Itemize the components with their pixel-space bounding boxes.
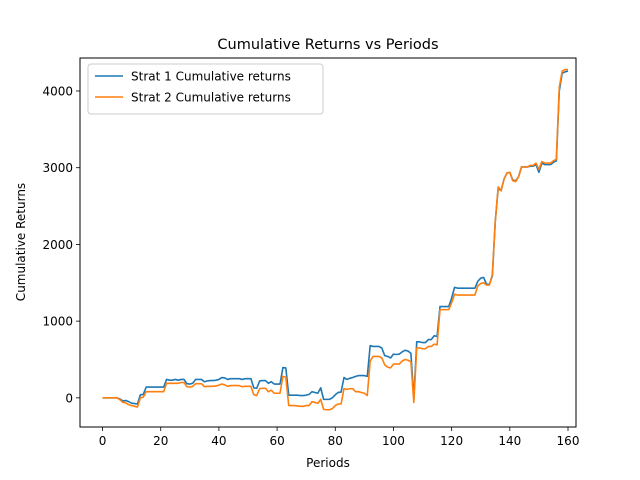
x-axis-ticks: 0 20 40 60 80 100 120 140 160 <box>99 427 580 448</box>
y-tick-label: 2000 <box>42 238 73 252</box>
y-tick-label: 3000 <box>42 161 73 175</box>
y-tick-label: 1000 <box>42 315 73 329</box>
x-tick-label: 60 <box>269 434 284 448</box>
x-tick-label: 0 <box>99 434 107 448</box>
y-tick-label: 0 <box>65 391 73 405</box>
y-axis-ticks: 0 1000 2000 3000 4000 <box>42 84 80 405</box>
x-tick-label: 160 <box>557 434 580 448</box>
y-tick-label: 4000 <box>42 84 73 98</box>
legend-label-strat-2: Strat 2 Cumulative returns <box>131 91 291 105</box>
axes-frame <box>79 57 577 428</box>
x-tick-label: 80 <box>328 434 343 448</box>
x-axis-label: Periods <box>306 456 350 470</box>
x-tick-label: 140 <box>498 434 521 448</box>
x-tick-label: 40 <box>211 434 226 448</box>
legend-label-strat-1: Strat 1 Cumulative returns <box>131 70 291 84</box>
y-axis-label: Cumulative Returns <box>14 183 28 301</box>
x-tick-label: 100 <box>382 434 405 448</box>
series-line-strat-2 <box>102 68 568 411</box>
chart-title: Cumulative Returns vs Periods <box>217 37 438 53</box>
legend-box <box>87 63 324 115</box>
x-tick-label: 120 <box>440 434 463 448</box>
plot-area <box>79 57 577 428</box>
series-layer <box>102 68 569 411</box>
legend: Strat 1 Cumulative returns Strat 2 Cumul… <box>87 63 324 115</box>
x-tick-label: 20 <box>153 434 168 448</box>
